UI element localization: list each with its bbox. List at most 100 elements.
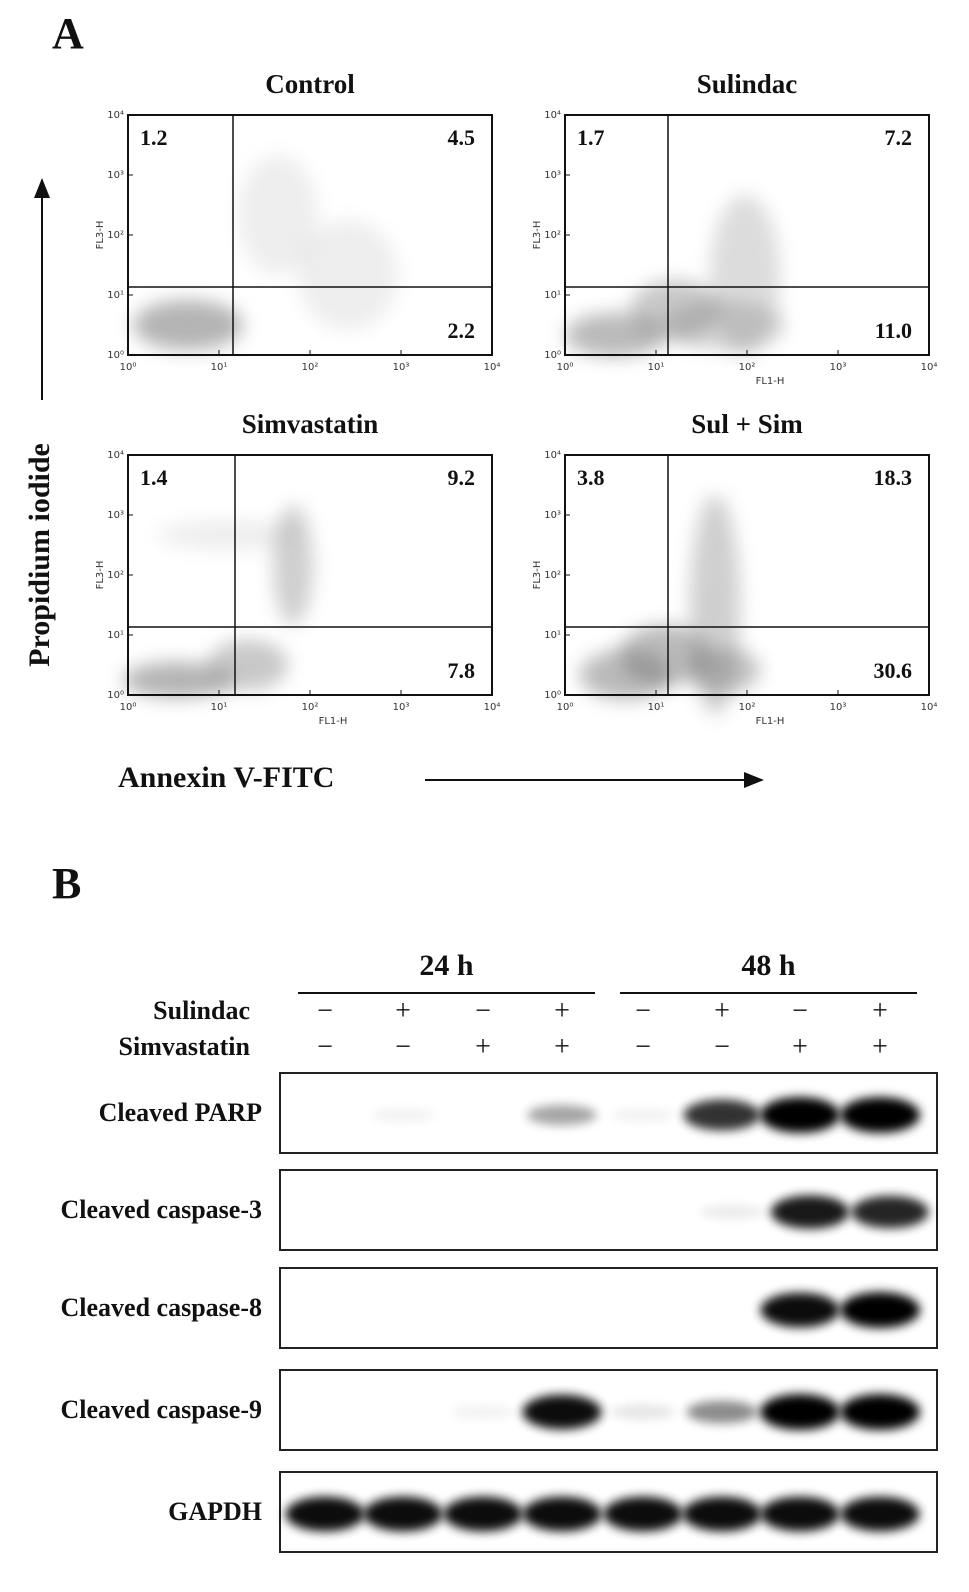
band bbox=[686, 1400, 758, 1424]
band bbox=[370, 1108, 436, 1122]
treatment-sign: − bbox=[635, 1031, 651, 1062]
y-tick-label: 10² bbox=[544, 570, 561, 581]
y-tick-label: 10⁰ bbox=[544, 350, 561, 361]
cell-cloud bbox=[690, 648, 760, 692]
blot-label: Cleaved caspase-3 bbox=[61, 1195, 262, 1224]
quadrant-value: 30.6 bbox=[874, 658, 913, 683]
quadrant-value: 9.2 bbox=[448, 465, 476, 490]
band bbox=[840, 1292, 920, 1328]
x-tick-label: 10³ bbox=[830, 702, 847, 713]
y-tick-label: 10⁴ bbox=[107, 450, 124, 461]
cell-cloud bbox=[208, 640, 288, 690]
treatment-sign: + bbox=[714, 995, 730, 1026]
band bbox=[450, 1405, 516, 1419]
band bbox=[443, 1496, 523, 1532]
treatment-sign: + bbox=[395, 995, 411, 1026]
quadrant-value: 1.2 bbox=[140, 125, 168, 150]
y-tick-label: 10³ bbox=[107, 170, 124, 181]
x-tick-label: 10² bbox=[302, 362, 319, 373]
x-tick-label: 10⁰ bbox=[557, 362, 574, 373]
quadrant-value: 7.2 bbox=[885, 125, 913, 150]
axis-name: FL1-H bbox=[319, 716, 348, 727]
x-tick-label: 10¹ bbox=[211, 702, 228, 713]
treatment-sign: − bbox=[635, 995, 651, 1026]
treatment-name: Sulindac bbox=[153, 996, 250, 1025]
treatment-sign: − bbox=[317, 995, 333, 1026]
x-tick-label: 10³ bbox=[830, 362, 847, 373]
treatment-sign: + bbox=[475, 1031, 491, 1062]
x-tick-label: 10² bbox=[302, 702, 319, 713]
band bbox=[682, 1496, 762, 1532]
time-group: 24 h bbox=[419, 949, 474, 982]
y-tick-label: 10² bbox=[107, 570, 124, 581]
cell-cloud bbox=[620, 625, 710, 685]
panel-label: A bbox=[52, 9, 84, 58]
quadrant-value: 2.2 bbox=[448, 318, 476, 343]
quadrant-value: 11.0 bbox=[875, 318, 912, 343]
y-tick-label: 10¹ bbox=[107, 290, 124, 301]
quadrant-value: 3.8 bbox=[577, 465, 605, 490]
treatment-sign: + bbox=[554, 995, 570, 1026]
band bbox=[610, 1404, 676, 1420]
treatment-sign: + bbox=[792, 1031, 808, 1062]
x-tick-label: 10³ bbox=[393, 702, 410, 713]
axis-name: FL3-H bbox=[532, 561, 543, 590]
blot-label: GAPDH bbox=[168, 1497, 262, 1526]
x-tick-label: 10⁴ bbox=[484, 702, 501, 713]
treatment-sign: − bbox=[714, 1031, 730, 1062]
band bbox=[760, 1496, 840, 1532]
band bbox=[285, 1496, 365, 1532]
band bbox=[363, 1496, 443, 1532]
plot-title: Simvastatin bbox=[242, 409, 379, 439]
x-tick-label: 10⁰ bbox=[557, 702, 574, 713]
y-tick-label: 10⁰ bbox=[107, 690, 124, 701]
quadrant-value: 1.4 bbox=[140, 465, 168, 490]
y-tick-label: 10² bbox=[544, 230, 561, 241]
quadrant-value: 4.5 bbox=[448, 125, 476, 150]
y-tick-label: 10⁰ bbox=[544, 690, 561, 701]
cell-cloud bbox=[238, 155, 318, 275]
cell-cloud bbox=[123, 662, 233, 698]
band bbox=[760, 1292, 840, 1328]
band bbox=[760, 1097, 840, 1133]
treatment-sign: + bbox=[872, 1031, 888, 1062]
band bbox=[840, 1496, 920, 1532]
y-tick-label: 10³ bbox=[544, 510, 561, 521]
axis-name: FL3-H bbox=[95, 221, 106, 250]
treatment-sign: − bbox=[475, 995, 491, 1026]
cell-cloud bbox=[298, 220, 398, 330]
treatment-sign: − bbox=[792, 995, 808, 1026]
x-tick-label: 10³ bbox=[393, 362, 410, 373]
band bbox=[760, 1394, 840, 1430]
x-tick-label: 10¹ bbox=[648, 702, 665, 713]
x-tick-label: 10² bbox=[739, 702, 756, 713]
cell-cloud bbox=[133, 300, 243, 350]
plot-title: Sul + Sim bbox=[691, 409, 803, 439]
y-tick-label: 10⁴ bbox=[107, 110, 124, 121]
quadrant-value: 7.8 bbox=[448, 658, 476, 683]
x-tick-label: 10¹ bbox=[211, 362, 228, 373]
y-tick-label: 10² bbox=[107, 230, 124, 241]
treatment-sign: − bbox=[317, 1031, 333, 1062]
axis-name: FL3-H bbox=[532, 221, 543, 250]
band bbox=[683, 1099, 761, 1131]
y-axis-label: Propidium iodide bbox=[23, 443, 56, 667]
x-tick-label: 10⁴ bbox=[921, 362, 938, 373]
band bbox=[603, 1496, 683, 1532]
y-tick-label: 10¹ bbox=[107, 630, 124, 641]
treatment-sign: − bbox=[395, 1031, 411, 1062]
blot-label: Cleaved caspase-8 bbox=[61, 1293, 262, 1322]
axis-name: FL3-H bbox=[95, 561, 106, 590]
x-tick-label: 10¹ bbox=[648, 362, 665, 373]
quadrant-value: 18.3 bbox=[874, 465, 913, 490]
band bbox=[522, 1394, 602, 1430]
plot-title: Sulindac bbox=[697, 69, 798, 99]
blot-label: Cleaved PARP bbox=[99, 1098, 263, 1127]
time-group: 48 h bbox=[741, 949, 796, 982]
treatment-sign: + bbox=[554, 1031, 570, 1062]
treatment-name: Simvastatin bbox=[119, 1032, 251, 1061]
band bbox=[610, 1108, 676, 1122]
band bbox=[527, 1104, 597, 1126]
axis-name: FL1-H bbox=[756, 716, 785, 727]
